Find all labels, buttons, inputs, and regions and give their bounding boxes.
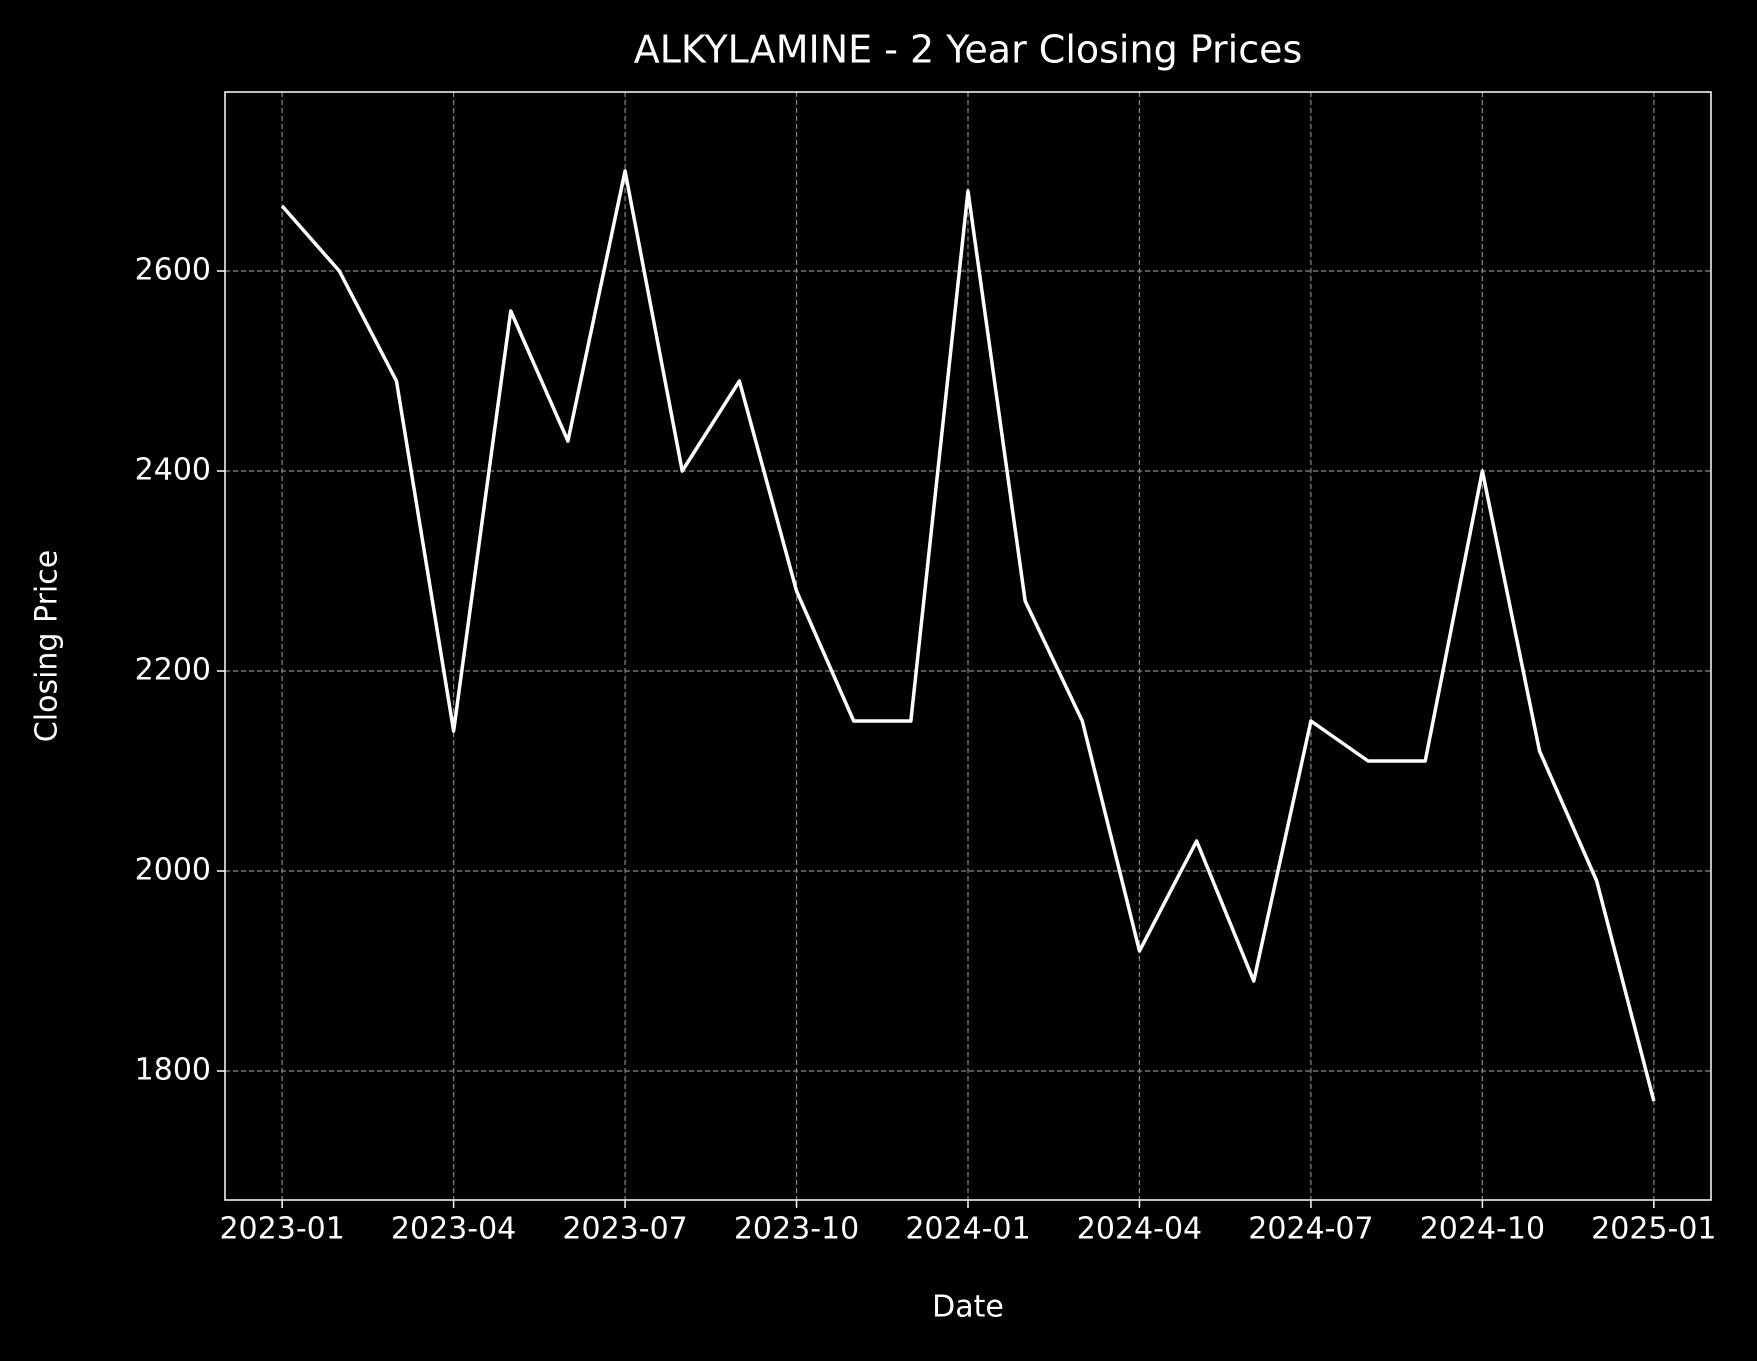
x-tick-label: 2023-01 — [219, 1212, 344, 1247]
y-tick-label: 1800 — [135, 1053, 211, 1088]
y-tick-label: 2200 — [135, 653, 211, 688]
y-axis-label: Closing Price — [30, 550, 65, 742]
x-tick-label: 2024-10 — [1420, 1212, 1545, 1247]
x-axis-label: Date — [932, 1290, 1004, 1325]
x-tick-label: 2024-04 — [1077, 1212, 1202, 1247]
x-tick-label: 2025-01 — [1591, 1212, 1716, 1247]
plot-frame — [224, 91, 1712, 1201]
x-tick-label: 2023-07 — [562, 1212, 687, 1247]
x-tick-label: 2024-01 — [905, 1212, 1030, 1247]
chart-title: ALKYLAMINE - 2 Year Closing Prices — [634, 28, 1303, 72]
x-tick-label: 2024-07 — [1248, 1212, 1373, 1247]
x-tick-label: 2023-10 — [734, 1212, 859, 1247]
y-tick-label: 2400 — [135, 453, 211, 488]
price-line — [280, 169, 1656, 1102]
y-tick-label: 2600 — [135, 253, 211, 288]
y-tick-label: 2000 — [135, 853, 211, 888]
x-tick-label: 2023-04 — [391, 1212, 516, 1247]
